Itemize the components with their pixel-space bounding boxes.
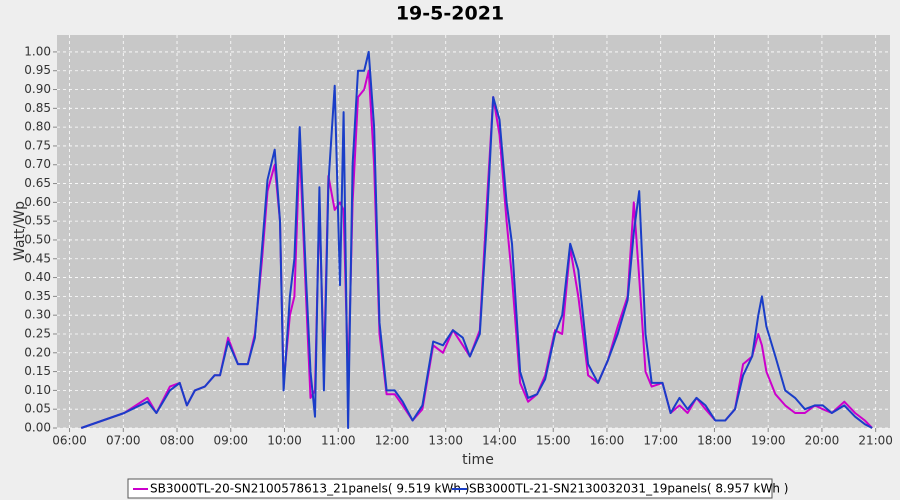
y-tick-label: 0.05: [24, 402, 51, 416]
x-axis-label: time: [462, 452, 494, 468]
chart-title: 19-5-2021: [396, 3, 504, 25]
y-tick-label: 0.90: [24, 82, 51, 96]
y-tick-label: 0.40: [24, 270, 51, 284]
y-tick-label: 0.60: [24, 195, 51, 209]
y-tick-label: 0.85: [24, 101, 51, 115]
x-tick-label: 19:00: [751, 434, 786, 448]
series-line: [80, 50, 873, 429]
x-tick-label: 18:00: [697, 434, 732, 448]
x-tick-label: 14:00: [482, 434, 517, 448]
y-tick-label: 0.10: [24, 383, 51, 397]
y-tick-label: 0.35: [24, 289, 51, 303]
x-tick-label: 17:00: [643, 434, 678, 448]
y-tick-label: 0.95: [24, 63, 51, 77]
x-tick-label: 11:00: [321, 434, 356, 448]
y-tick-label: 0.65: [24, 176, 51, 190]
legend-label: SB3000TL-20-SN2100578613_21panels( 9.519…: [150, 482, 469, 496]
legend-box: [127, 478, 773, 499]
y-tick-label: 0.80: [24, 120, 51, 134]
x-tick-label: 10:00: [267, 434, 302, 448]
y-tick-label: 0.30: [24, 308, 51, 322]
x-tick-label: 13:00: [428, 434, 463, 448]
y-tick-label: 0.70: [24, 157, 51, 171]
y-tick-label: 0.50: [24, 232, 51, 246]
x-tick-label: 09:00: [213, 434, 248, 448]
x-tick-label: 06:00: [52, 434, 87, 448]
y-tick-label: 0.55: [24, 214, 51, 228]
y-tick-label: 0.45: [24, 251, 51, 265]
plot-area: [57, 35, 890, 428]
x-tick-label: 15:00: [536, 434, 571, 448]
x-tick-label: 20:00: [805, 434, 840, 448]
legend-label: SB3000TL-21-SN2130032031_19panels( 8.957…: [469, 482, 788, 496]
x-tick-label: 12:00: [375, 434, 410, 448]
y-axis-label: Watt/Wp: [12, 201, 28, 261]
y-tick-label: 0.15: [24, 364, 51, 378]
x-tick-label: 16:00: [590, 434, 625, 448]
x-tick-label: 08:00: [160, 434, 195, 448]
y-tick-label: 0.20: [24, 345, 51, 359]
x-tick-label: 07:00: [106, 434, 141, 448]
y-tick-label: 0.25: [24, 326, 51, 340]
y-tick-label: 0.00: [24, 421, 51, 435]
x-tick-label: 21:00: [858, 434, 893, 448]
y-tick-label: 0.75: [24, 138, 51, 152]
y-tick-label: 1.00: [24, 44, 51, 58]
